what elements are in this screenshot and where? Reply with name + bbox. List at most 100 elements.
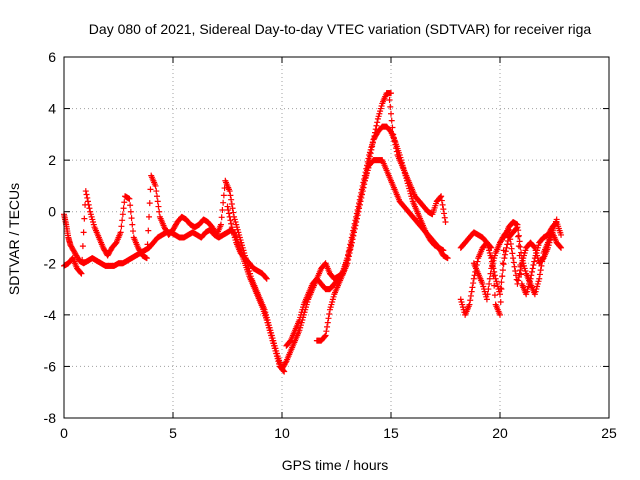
x-tick-label: 20 [492,425,508,441]
data-point [507,236,514,243]
data-point [220,199,227,206]
data-point [536,271,543,278]
data-point [515,227,522,234]
data-point [228,220,235,227]
data-point [83,191,90,198]
data-point [504,227,511,234]
data-point [356,205,363,212]
data-point [531,258,538,265]
data-point [528,268,535,275]
y-tick-label: 2 [48,152,56,168]
data-point [441,210,448,217]
series-s1 [61,211,288,375]
data-point [146,213,153,220]
data-point [80,229,87,236]
data-point [146,200,153,207]
data-point [391,138,398,145]
data-point [517,267,524,274]
data-point [230,209,237,216]
data-point [130,228,137,235]
data-point [357,198,364,205]
data-point [353,215,360,222]
data-point [358,191,365,198]
data-point [78,270,85,277]
data-point [365,155,372,162]
x-tick-label: 25 [601,425,617,441]
data-point [263,275,270,282]
data-point [466,301,473,308]
data-point [497,285,504,292]
data-point [84,198,91,205]
data-point [388,117,395,124]
data-point [388,110,394,117]
data-point [498,286,505,293]
data-point [350,229,357,236]
data-point [500,261,507,268]
plot-frame [63,56,610,419]
data-point [321,333,328,340]
data-point [486,280,493,287]
data-point [77,269,84,276]
data-point [491,282,498,289]
data-point [79,243,86,250]
data-point [491,268,498,275]
data-point [444,255,451,262]
data-point [326,310,333,317]
data-point [355,208,362,215]
x-tick-labels: 0 5 10 15 20 25 [60,425,617,441]
data-point [499,267,506,274]
data-point [117,229,124,236]
data-point [553,216,560,223]
data-point [155,203,162,210]
data-point [374,119,381,126]
data-point [229,205,236,212]
x-tick-label: 0 [60,425,68,441]
data-point [537,267,544,274]
data-point [468,288,475,295]
data-point [497,298,504,305]
data-point [390,131,397,138]
data-point [218,214,225,221]
data-point [154,193,161,200]
data-point [470,275,477,282]
data-point [393,148,400,155]
data-point [154,198,161,205]
data-point [128,215,135,222]
data-point [120,205,127,212]
data-point [469,284,476,291]
data-point [507,240,514,247]
data-point [557,243,564,250]
data-point [498,279,505,286]
data-point [516,270,523,277]
data-point [505,226,512,233]
data-point [393,145,400,152]
data-point [518,263,525,270]
data-point [325,315,332,322]
data-point [220,192,227,199]
data-point [349,236,356,243]
y-axis-title: SDTVAR / TECUs [6,183,22,295]
y-tick-label: 6 [48,49,56,65]
data-point [438,193,445,200]
data-point [322,332,329,339]
data-point [126,195,133,202]
data-point [497,311,503,318]
data-point [515,233,522,240]
data-point [392,141,399,148]
data-point [127,208,134,215]
data-point [509,250,516,257]
series-s3 [224,203,270,282]
data-point [81,215,88,222]
data-point [219,206,226,213]
data-point [226,213,233,220]
data-point [389,124,396,131]
data-point [558,231,565,238]
data-point [385,90,392,97]
data-point [153,188,160,195]
data-point [119,211,126,218]
data-point [263,274,270,281]
data-point [439,201,446,208]
data-point [517,243,524,250]
data-point [225,206,232,213]
data-point [530,262,537,269]
